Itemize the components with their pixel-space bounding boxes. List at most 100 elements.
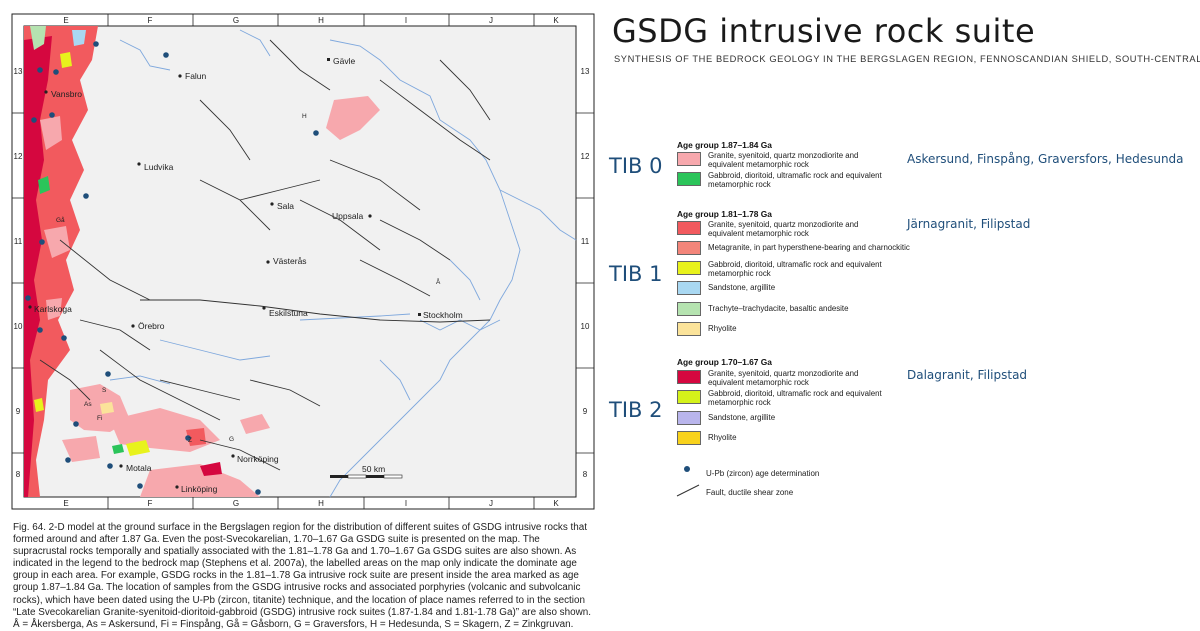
city-motala: Motala [126,463,152,473]
city-karlskoga: Karlskoga [34,304,72,314]
sample-dot [163,52,169,58]
legend-swatch [677,390,701,404]
area-labels: H Z Å Gå Fi S As G [56,113,441,444]
grid-col-bottom: K [553,499,559,508]
sample-dot [185,435,191,441]
fault-legend-label: Fault, ductile shear zone [706,488,794,497]
grid-row-left: 12 [14,152,23,161]
legend-item-label: Gabbroid, dioritoid, ultramafic rock and… [708,389,882,407]
bedrock-map: E F G H I J K E F G H I J K 13 12 11 10 … [11,13,595,510]
sample-dot [137,483,143,489]
city-sala: Sala [277,201,294,211]
sample-dot [61,335,67,341]
south-geology-areas [62,384,270,497]
grid-col-bottom: E [63,499,68,508]
sample-dot [93,41,99,47]
tib-0-places: Askersund, Finspång, Graversfors, Hedesu… [907,152,1184,166]
scale-label: 50 km [362,464,385,474]
legend-swatch [677,322,701,336]
grid-row-left: 10 [14,322,23,331]
sample-dot [37,67,43,73]
city-marker [262,306,266,310]
sample-dot [37,327,43,333]
legend-swatch [677,241,701,255]
grid-col-bottom: H [318,499,324,508]
grid-row-left: 11 [14,237,23,246]
city-marker [231,454,235,458]
city-norrkoping: Norrköping [237,454,279,464]
tib-2-label: TIB 2 [609,398,663,422]
sample-dot [31,117,37,123]
legend-swatch [677,302,701,316]
tib-0-label: TIB 0 [609,154,663,178]
city-falun: Falun [185,71,207,81]
legend-swatch [677,172,701,186]
tib-2-places: Dalagranit, Filipstad [907,368,1028,382]
sample-dot [105,371,111,377]
city-marker [137,162,141,166]
sample-dot [83,193,89,199]
legend-item-label: Granite, syenitoid, quartz monzodiorite … [708,151,859,169]
city-marker [28,305,32,309]
page-title: GSDG intrusive rock suite [612,12,1036,50]
west-geology-belt [24,26,98,497]
grid-col-top: F [148,16,153,25]
city-marker [131,324,135,328]
sample-dot [53,69,59,75]
grid-col-top: J [489,16,493,25]
area-label-as: As [84,401,92,408]
area-label-g: G [229,436,234,443]
sample-dot [313,130,319,136]
sample-dot [49,112,55,118]
legend-item-label: Metagranite, in part hypersthene-bearing… [708,243,910,252]
scale-bar: 50 km [330,464,403,479]
legend-item-label: Rhyolite [708,433,737,442]
grid-col-top: H [318,16,324,25]
legend-item-label: Sandstone, argillite [708,283,776,292]
city-marker [270,202,274,206]
grid-row-right: 9 [583,407,588,416]
coastline [109,29,577,498]
legend-swatch [677,431,701,445]
grid-row-right: 12 [581,152,590,161]
tib-1-places: Järnagranit, Filipstad [907,217,1031,231]
legend-item-label: Granite, syenitoid, quartz monzodiorite … [708,369,859,387]
age-group-title: Age group 1.70–1.67 Ga [677,357,772,367]
legend-swatch [677,221,701,235]
legend-swatch [677,152,701,166]
area-label-a: Å [436,277,441,286]
sample-dot-icon [684,466,690,472]
hedesunda-area [326,96,380,140]
city-orebro: Örebro [138,321,165,331]
grid-col-top: K [553,16,559,25]
grid-row-right: 13 [581,67,590,76]
city-linkoping: Linköping [181,484,218,494]
grid-row-right: 11 [581,237,590,246]
city-eskilstuna: Eskilstuna [269,308,308,318]
grid-row-left: 13 [14,67,23,76]
grid-col-bottom: F [148,499,153,508]
grid-col-bottom: G [233,499,239,508]
grid-col-bottom: I [405,499,407,508]
area-label-h: H [302,113,307,120]
city-vasteras: Västerås [273,256,307,266]
city-stockholm: Stockholm [423,310,463,320]
legend-swatch [677,370,701,384]
tib-1-label: TIB 1 [609,262,663,286]
grid-row-right: 10 [581,322,590,331]
grid-col-top: G [233,16,239,25]
legend-swatch [677,411,701,425]
grid-col-top: E [63,16,68,25]
legend-swatch [677,261,701,275]
sample-dots [25,41,319,495]
legend-item-label: Rhyolite [708,324,737,333]
city-labels: Gävle Falun Vansbro Ludvika Sala Uppsala… [28,56,463,494]
city-marker [119,464,123,468]
city-marker [418,313,421,316]
city-uppsala: Uppsala [332,211,363,221]
grid-row-left: 9 [16,407,21,416]
page-subtitle: SYNTHESIS OF THE BEDROCK GEOLOGY IN THE … [614,54,1200,64]
city-marker [178,74,182,78]
area-label-fi: Fi [97,415,102,422]
figure-caption: Fig. 64. 2-D model at the ground surface… [13,522,591,630]
